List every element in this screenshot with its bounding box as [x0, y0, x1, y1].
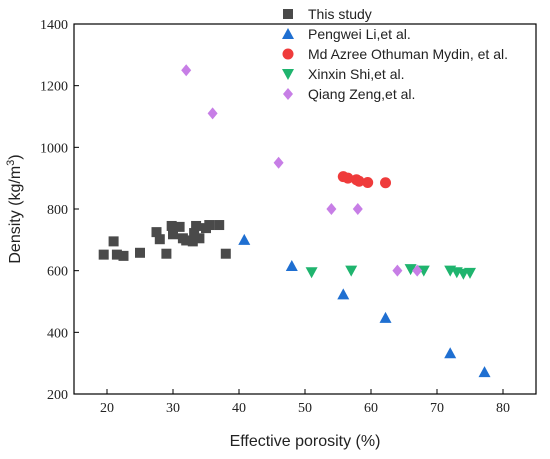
data-point	[342, 172, 354, 184]
y-axis-label-main: Density (kg/m	[7, 166, 24, 264]
data-point	[181, 64, 192, 77]
data-point	[362, 176, 374, 188]
y-tick-label: 800	[47, 203, 68, 218]
series-0	[98, 220, 231, 261]
data-point	[154, 234, 165, 245]
data-point	[194, 233, 205, 244]
legend: This study Pengwei Li,et al. Md Azree Othu…	[282, 6, 508, 102]
y-axis-label-close: )	[7, 154, 24, 159]
y-axis-label-superscript: 3	[5, 160, 17, 166]
legend-marker	[282, 48, 294, 60]
data-point	[353, 175, 365, 187]
data-point	[151, 227, 162, 238]
y-tick-label: 600	[47, 265, 68, 280]
y-tick-label: 1200	[40, 80, 68, 95]
data-point	[204, 220, 215, 231]
legend-label: Pengwei Li,et al.	[308, 26, 411, 42]
series-2	[337, 171, 392, 189]
data-point	[161, 248, 172, 259]
data-point	[238, 233, 251, 245]
data-point	[379, 311, 392, 323]
data-point	[214, 220, 225, 231]
data-points	[98, 64, 491, 378]
data-point	[166, 220, 177, 231]
data-point	[464, 267, 476, 279]
data-point	[220, 248, 231, 259]
legend-label: Md Azree Othuman Mydin, et al.	[308, 46, 508, 62]
data-point	[392, 264, 403, 277]
data-point	[478, 366, 491, 378]
data-point	[207, 107, 218, 120]
data-point	[111, 249, 122, 260]
y-tick-label: 400	[47, 326, 68, 341]
x-axis: 20 30 40 50 60 70 80	[100, 389, 510, 416]
y-axis-label: Density (kg/m3)	[5, 154, 24, 263]
data-point	[118, 250, 129, 261]
x-tick-label: 70	[430, 401, 444, 416]
data-point	[417, 265, 430, 277]
data-point	[326, 203, 337, 215]
y-tick-label: 1400	[40, 18, 68, 33]
legend-label: Qiang Zeng,et al.	[308, 86, 415, 102]
data-point	[404, 264, 417, 276]
data-point	[98, 249, 109, 260]
data-point	[337, 288, 350, 300]
x-tick-label: 60	[364, 401, 378, 416]
legend-label: Xinxin Shi,et al.	[308, 66, 405, 82]
data-point	[135, 247, 145, 258]
data-point	[168, 229, 178, 240]
series-4	[181, 64, 423, 277]
data-point	[191, 220, 202, 231]
x-tick-label: 50	[298, 401, 312, 416]
data-point	[189, 228, 200, 239]
data-point	[285, 260, 298, 272]
x-tick-label: 40	[232, 401, 246, 416]
data-point	[181, 235, 192, 246]
plot-area-border	[73, 23, 537, 395]
data-point	[305, 267, 318, 279]
data-point	[345, 265, 358, 277]
data-point	[187, 236, 198, 247]
data-point	[273, 156, 284, 169]
y-tick-label: 200	[47, 388, 68, 403]
legend-label: This study	[308, 6, 372, 22]
legend-marker	[282, 69, 294, 80]
x-tick-label: 20	[100, 401, 114, 416]
legend-marker	[282, 28, 294, 39]
y-axis: 200 400 600 800 1000 1200 1400	[40, 18, 79, 403]
data-point	[174, 221, 185, 232]
plot-frame	[73, 23, 537, 395]
series-1	[238, 233, 491, 378]
data-point	[352, 203, 363, 215]
data-point	[108, 236, 119, 247]
x-tick-label: 80	[496, 401, 510, 416]
data-point	[380, 177, 392, 189]
x-axis-label: Effective porosity (%)	[230, 433, 381, 450]
legend-marker	[283, 9, 293, 19]
legend-marker	[283, 88, 293, 100]
data-point	[412, 264, 423, 277]
data-point	[444, 347, 457, 359]
y-tick-label: 1000	[40, 141, 68, 156]
x-tick-label: 30	[166, 401, 180, 416]
series-3	[305, 264, 476, 280]
